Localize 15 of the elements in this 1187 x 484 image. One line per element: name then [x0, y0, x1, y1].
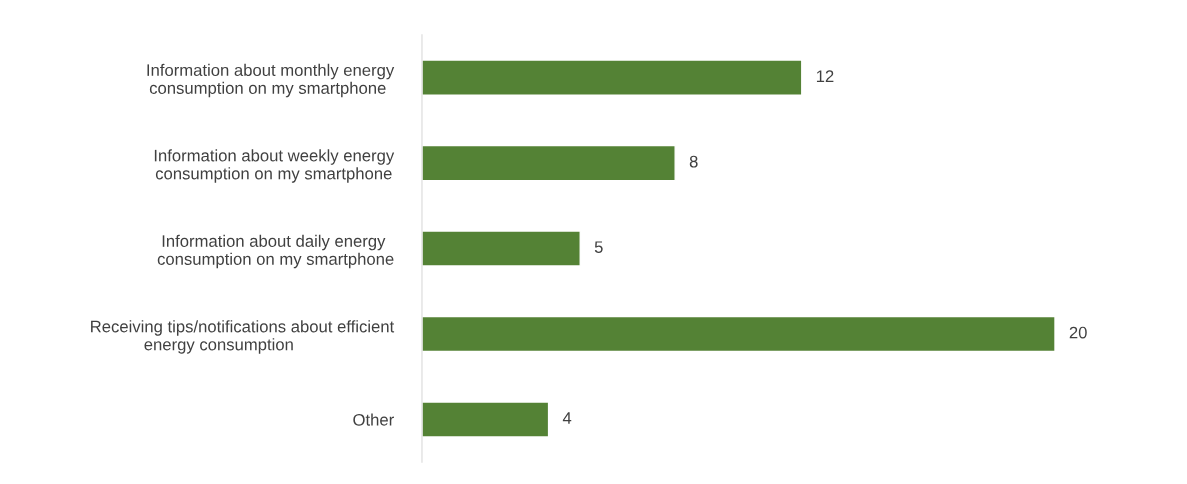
y-tick-label: Receiving tips/notifications about efficient energy consumption	[91, 320, 395, 354]
bar	[421, 144, 676, 182]
bar	[421, 315, 1056, 353]
bar	[421, 401, 550, 438]
y-tick-label: Information about monthly energy consumption on my smartphone	[147, 63, 395, 98]
bar	[421, 59, 803, 96]
data-label: 8	[689, 155, 698, 168]
y-tick-label: Other	[353, 413, 394, 426]
data-label: 20	[1069, 326, 1087, 339]
data-label: 4	[562, 412, 572, 424]
y-tick-label: Information about daily energy consumption on my smartphone	[157, 234, 394, 269]
y-tick-label: Information about weekly energy consumption on my smartphone	[154, 149, 395, 183]
data-label: 12	[816, 70, 834, 82]
bar	[421, 230, 581, 267]
data-label: 5	[594, 241, 603, 254]
